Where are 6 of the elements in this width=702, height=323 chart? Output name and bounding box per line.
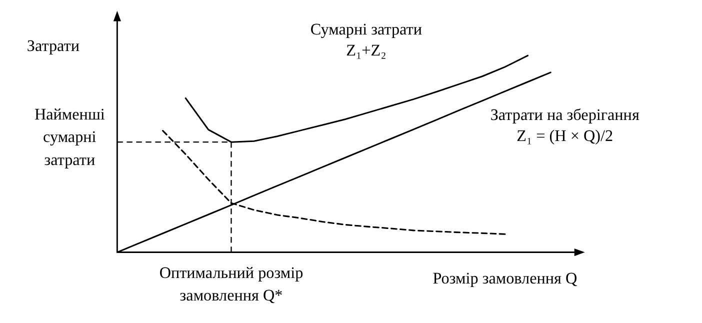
text: Оптимальний розмір замовлення Q* [159, 264, 304, 305]
x-axis-title: Розмір замовлення Q [432, 270, 578, 288]
text: Сумарні затрати Z₁+Z₂ [310, 22, 422, 60]
y-axis-title: Затрати [26, 38, 80, 55]
ref-line-label: Найменші сумарні затрати [34, 106, 106, 169]
series-label: Затрати на зберігання Z₁ = (H × Q)/2 [490, 106, 640, 145]
